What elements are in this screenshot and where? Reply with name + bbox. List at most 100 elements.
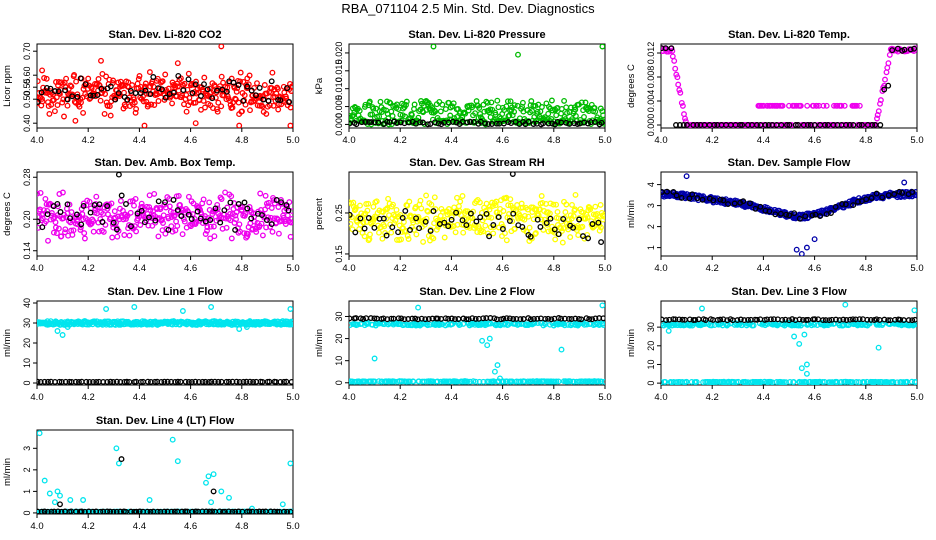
data-point [455,203,462,210]
data-point [50,229,57,236]
y-axis-label: degrees C [2,192,13,236]
data-point [411,101,418,108]
data-point [483,200,490,207]
data-point [113,226,120,233]
data-point [842,301,849,308]
data-point [82,81,89,88]
data-point [121,232,128,238]
data-point [54,200,61,207]
y-tick-label: 0.50 [22,90,32,108]
data-point [367,231,373,238]
data-point [288,321,293,328]
data-point [538,104,545,110]
data-point [123,378,130,385]
data-point [664,188,670,195]
y-tick-label: 0.70 [22,42,32,60]
chart-p2: Stan. Dev. Li-820 Pressure 4.0 4.2 4.4 4.6 4.… [314,29,612,146]
data-point [206,199,213,206]
x-tick-label: 4.4 [133,263,146,274]
x-tick-label: 4.4 [757,135,770,146]
data-point [511,102,518,109]
data-point [413,231,420,238]
data-point [786,317,793,324]
data-point [517,378,524,385]
data-point [530,102,537,109]
data-point [195,378,202,385]
data-point [44,207,51,214]
data-point [913,192,917,199]
series-samples [661,301,917,385]
data-point [488,99,495,106]
data-point [521,212,528,219]
data-point [157,508,164,514]
data-point [560,216,567,222]
data-point [259,103,266,110]
data-point [600,213,605,220]
data-point [424,322,431,329]
data-point [665,327,672,334]
data-point [115,172,122,178]
data-point [287,306,293,312]
data-point [64,201,71,208]
data-point [205,473,212,480]
data-point [227,211,233,217]
data-point [896,188,903,195]
data-point [152,217,159,224]
data-point [901,46,908,53]
data-point [115,460,122,467]
data-point [795,122,801,128]
data-point [234,85,241,92]
data-point [232,95,239,102]
data-point [41,378,48,385]
data-point [131,508,138,514]
data-point [796,316,803,323]
data-point [486,206,493,213]
data-point [586,316,593,323]
data-point [90,378,97,385]
data-point [795,322,802,329]
data-point [37,430,43,437]
data-point [288,378,293,385]
data-point [417,197,424,204]
chart-title: Stan. Dev. Amb. Box Temp. [95,157,236,169]
data-point [39,95,45,102]
data-point [811,236,818,243]
data-point [113,445,120,452]
data-point [484,342,491,349]
data-point [253,508,260,514]
data-point [670,316,677,323]
data-point [284,508,291,514]
data-point [167,208,174,215]
data-point [353,106,360,113]
data-point [238,206,245,213]
series-reference [37,378,293,385]
data-point [674,74,681,81]
data-point [169,436,176,443]
data-point [877,100,883,107]
data-point [235,201,242,207]
x-tick-label: 4.8 [547,392,560,403]
data-point [116,93,123,100]
data-point [254,80,260,87]
data-point [882,76,888,83]
data-point [54,328,61,334]
x-tick-label: 4.8 [859,392,872,403]
data-point [131,223,138,230]
data-point [43,75,50,82]
data-point [567,212,574,219]
data-point [128,508,134,514]
data-point [233,378,240,385]
chart-title: Stan. Dev. Line 1 Flow [107,286,223,298]
data-point [109,234,116,241]
chart-p6: Stan. Dev. Sample Flow 4.0 4.2 4.4 4.6 4.8 5.0… [626,157,924,274]
data-point [853,102,860,109]
x-tick-label: 4.4 [445,135,458,146]
data-point [104,378,111,385]
data-point [103,306,110,312]
data-point [811,321,818,328]
data-point [784,122,790,128]
data-point [534,216,541,223]
data-point [90,228,97,235]
data-point [595,219,602,226]
data-point [702,317,709,323]
